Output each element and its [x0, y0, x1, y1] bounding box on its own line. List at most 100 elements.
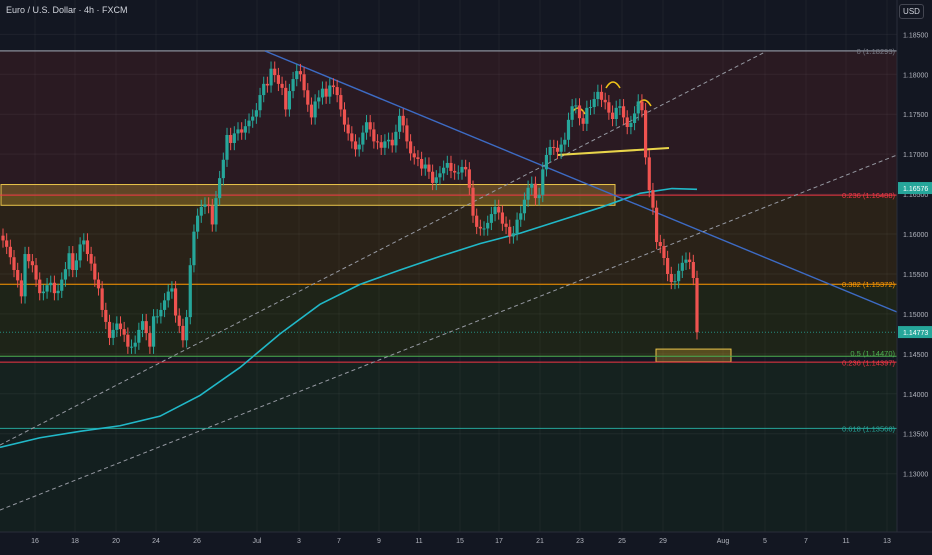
price-tick-label: 1.13500 [903, 432, 928, 439]
pattern-arc [605, 81, 621, 89]
candle-body [276, 75, 280, 84]
candle-body [390, 139, 394, 146]
candle-body [577, 105, 582, 119]
fib-label: 0.382 (1.15372) [842, 280, 895, 289]
time-tick-label: Jul [253, 538, 262, 545]
candle-body [269, 68, 273, 86]
candle-body [232, 133, 236, 143]
candle-body [298, 71, 303, 75]
candle-body [677, 270, 681, 282]
candle-body [585, 107, 589, 124]
candle-body [254, 110, 258, 117]
candle-body [416, 157, 420, 159]
candle-body [519, 213, 523, 220]
candle-body [118, 323, 123, 330]
candle-body [5, 240, 9, 247]
candle-body [85, 240, 90, 255]
time-axis [0, 532, 932, 550]
candle-body [342, 109, 347, 125]
candle-body [408, 141, 413, 154]
candle-body [688, 259, 692, 263]
candle-body [566, 119, 571, 140]
zone-below-618 [0, 428, 897, 532]
candle-body [184, 317, 189, 341]
price-tick-label: 1.15500 [903, 272, 928, 279]
candle-body [177, 315, 181, 326]
candle-body [497, 206, 501, 213]
candle-body [629, 123, 633, 128]
candle-body [96, 279, 101, 289]
candle-body [559, 144, 563, 152]
candle-body [210, 206, 214, 225]
candle-body [397, 115, 402, 132]
candle-body [137, 329, 141, 343]
fib-label: 0.5 (1.14470) [850, 349, 895, 358]
candle-body [500, 212, 504, 224]
moving-average-line [0, 187, 698, 449]
candle-body [353, 141, 358, 150]
candle-body [647, 157, 651, 191]
candle-body [173, 288, 178, 316]
candle-body [618, 106, 622, 108]
candle-body [225, 134, 229, 160]
candle-body [548, 146, 552, 155]
candle-body [126, 334, 130, 347]
candle-body [229, 134, 233, 143]
candle-body [188, 265, 192, 318]
candle-body [471, 187, 475, 216]
candle-body [218, 178, 222, 199]
candle-body [60, 279, 64, 291]
candle-body [339, 95, 343, 110]
candle-body [89, 254, 93, 264]
time-tick-label: Aug [717, 538, 730, 545]
candle-body [530, 183, 534, 188]
downtrend-line [264, 50, 898, 313]
currency-button[interactable]: USD [899, 4, 924, 19]
candle-body [335, 87, 339, 96]
zone-236-382 [0, 195, 897, 285]
candle-body [71, 253, 75, 270]
candle-body [214, 198, 218, 225]
candle-body [460, 166, 464, 173]
candle-body [56, 290, 60, 294]
candle-body [607, 102, 611, 113]
candle-body [669, 273, 673, 282]
price-tag [898, 182, 932, 195]
candle-body [280, 83, 284, 88]
candle-body [23, 254, 27, 297]
candle-body [45, 285, 49, 292]
candle-body [1, 235, 5, 241]
candle-body [673, 281, 677, 283]
candle-body [526, 187, 530, 200]
candle-body [16, 269, 20, 281]
candle-body [427, 164, 431, 172]
candle-body [78, 244, 82, 261]
time-tick-label: 11 [415, 538, 422, 545]
candle-body [357, 144, 361, 150]
time-tick-label: 5 [763, 538, 767, 545]
candle-body [346, 124, 350, 134]
candle-body [420, 158, 424, 169]
price-tag-label: 1.14773 [903, 330, 928, 337]
candle-body [295, 71, 299, 80]
candle-body [434, 177, 438, 183]
candle-body [100, 288, 104, 310]
candle-body [361, 132, 365, 145]
candle-body [302, 74, 306, 91]
candle-body [508, 226, 512, 237]
candle-body [504, 223, 508, 227]
time-tick-label: 25 [618, 538, 626, 545]
candle-body [324, 88, 328, 97]
candle-body [221, 159, 225, 179]
candle-body [574, 105, 578, 107]
candle-body [192, 231, 196, 266]
time-tick-label: 9 [377, 538, 381, 545]
candles [1, 61, 699, 354]
fib-lines: 0 (1.18293) 0.236 (1.16488) 0.382 (1.15372… [0, 47, 897, 433]
candle-body [511, 233, 516, 237]
zone-0-236 [0, 50, 897, 196]
time-tick-label: 20 [112, 538, 120, 545]
candle-body [309, 104, 314, 118]
